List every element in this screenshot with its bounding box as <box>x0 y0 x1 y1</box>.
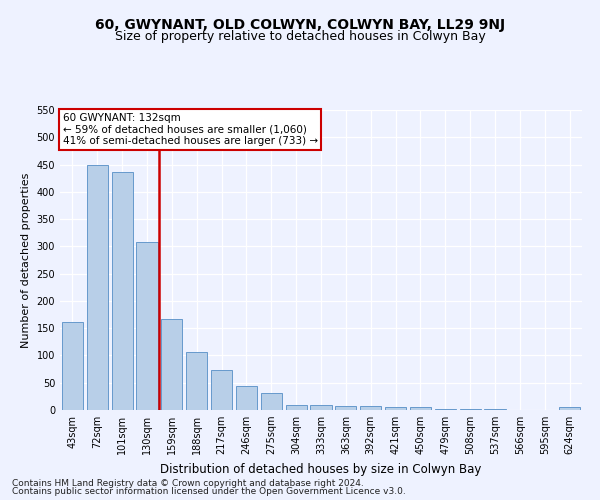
Bar <box>460 409 481 410</box>
Bar <box>410 408 431 410</box>
Bar <box>385 408 406 410</box>
Bar <box>310 404 332 410</box>
Text: Size of property relative to detached houses in Colwyn Bay: Size of property relative to detached ho… <box>115 30 485 43</box>
Bar <box>211 370 232 410</box>
Text: Contains public sector information licensed under the Open Government Licence v3: Contains public sector information licen… <box>12 487 406 496</box>
Text: 60, GWYNANT, OLD COLWYN, COLWYN BAY, LL29 9NJ: 60, GWYNANT, OLD COLWYN, COLWYN BAY, LL2… <box>95 18 505 32</box>
Bar <box>335 406 356 410</box>
Text: Contains HM Land Registry data © Crown copyright and database right 2024.: Contains HM Land Registry data © Crown c… <box>12 478 364 488</box>
Bar <box>186 352 207 410</box>
Bar <box>484 409 506 410</box>
Y-axis label: Number of detached properties: Number of detached properties <box>21 172 31 348</box>
Bar <box>236 386 257 410</box>
Bar <box>435 409 456 410</box>
Bar <box>286 404 307 410</box>
Bar <box>62 322 83 410</box>
Text: 60 GWYNANT: 132sqm
← 59% of detached houses are smaller (1,060)
41% of semi-deta: 60 GWYNANT: 132sqm ← 59% of detached hou… <box>62 113 318 146</box>
X-axis label: Distribution of detached houses by size in Colwyn Bay: Distribution of detached houses by size … <box>160 462 482 475</box>
Bar <box>360 406 381 410</box>
Bar <box>136 242 158 410</box>
Bar <box>87 164 108 410</box>
Bar <box>261 392 282 410</box>
Bar <box>161 320 182 410</box>
Bar <box>112 172 133 410</box>
Bar <box>559 408 580 410</box>
